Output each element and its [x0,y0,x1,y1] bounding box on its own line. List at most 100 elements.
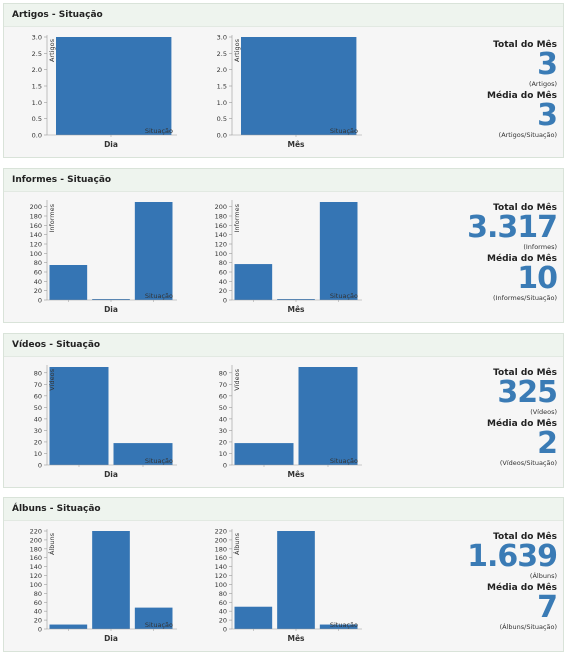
y-tick-label: 0 [38,462,42,470]
y-tick-label: 70 [219,381,227,389]
bar [49,265,88,300]
y-tick-label: 100 [215,250,227,258]
y-tick-label: 120 [30,572,42,580]
bar [319,624,358,629]
y-tick-label: 1.0 [217,99,227,107]
bar [234,606,273,629]
y-tick-label: 0.0 [217,132,227,140]
y-tick-label: 1.5 [32,83,42,91]
y-tick-label: 60 [219,392,227,400]
bar [92,531,130,629]
legend-label: Situação [330,621,358,629]
y-tick-label: 200 [30,203,42,211]
media-label: Média do Mês [487,91,557,101]
panel-title: Vídeos - Situação [4,334,563,357]
y-tick-label: 80 [34,590,42,598]
bar [134,202,173,300]
x-axis-label: Dia [104,634,118,643]
media-label: Média do Mês [487,583,557,593]
y-tick-label: 100 [30,250,42,258]
panel-videos: Vídeos - Situação 0 10 20 30 40 50 60 70 80 Vídeo… [3,333,564,488]
y-tick-label: 0.0 [32,132,42,140]
media-label: Média do Mês [487,254,557,264]
panel-artigos: Artigos - Situação 0.0 0.5 1.0 1.5 2.0 2.5 3.0… [3,3,564,158]
y-tick-label: 60 [219,599,227,607]
y-tick-label: 0 [223,462,227,470]
y-tick-label: 80 [219,369,227,377]
y-tick-label: 0 [223,626,227,634]
media-label: Média do Mês [487,419,557,429]
y-tick-label: 3.0 [217,34,227,42]
y-tick-label: 40 [34,278,42,286]
x-axis-label: Dia [104,470,118,479]
y-tick-label: 1.5 [217,83,227,91]
stats-albuns: Total do Mês 1.639 (Álbuns) Média do Mês… [417,521,558,631]
x-axis-label: Mês [287,634,305,643]
y-axis-label: Artigos [48,38,56,62]
legend-label: Situação [145,621,173,629]
y-tick-label: 60 [34,599,42,607]
y-tick-label: 40 [34,608,42,616]
y-axis-label: Vídeos [233,368,241,390]
y-tick-label: 40 [219,278,227,286]
total-unit: (Álbuns) [529,572,557,580]
media-unit: (Informes/Situação) [493,294,557,302]
y-tick-label: 20 [219,287,227,295]
y-tick-label: 20 [219,617,227,625]
y-tick-label: 2.5 [32,50,42,58]
y-tick-label: 180 [30,213,42,221]
y-tick-label: 40 [219,608,227,616]
panel-informes: Informes - Situação 0 20 40 60 80 100 120 140 16… [3,168,564,323]
y-tick-label: 0 [38,626,42,634]
y-axis-label: Informes [233,203,241,232]
y-tick-label: 160 [30,554,42,562]
y-tick-label: 20 [219,438,227,446]
y-tick-label: 30 [219,427,227,435]
y-axis-label: Álbuns [47,532,56,555]
stats-informes: Total do Mês 3.317 (Informes) Média do M… [417,192,558,302]
total-value: 1.639 [467,539,558,574]
y-tick-label: 100 [30,581,42,589]
y-tick-label: 20 [34,617,42,625]
y-tick-label: 20 [34,438,42,446]
x-axis-label: Dia [104,305,118,314]
media-unit: (Álbuns/Situação) [499,623,557,631]
media-value: 7 [537,590,558,625]
y-tick-label: 2.5 [217,50,227,58]
media-unit: (Vídeos/Situação) [499,459,557,467]
stats-artigos: Total do Mês 3 (Artigos) Média do Mês 3 … [417,27,558,139]
chart-videos-dia: 0 10 20 30 40 50 60 70 80 Vídeos Situação Dia [34,365,177,479]
y-tick-label: 200 [215,536,227,544]
bar [277,299,315,300]
chart-videos-mes: 0 10 20 30 40 50 60 70 80 Vídeos Situação Mês [219,365,362,479]
total-value: 3.317 [467,210,558,245]
total-label: Total do Mês [493,532,557,542]
y-tick-label: 160 [215,222,227,230]
y-tick-label: 80 [34,369,42,377]
legend-label: Situação [145,292,173,300]
total-value: 3 [537,47,558,82]
y-tick-label: 80 [219,590,227,598]
y-tick-label: 180 [30,545,42,553]
panel-title: Informes - Situação [4,169,563,192]
y-axis-label: Vídeos [48,368,56,390]
y-tick-label: 220 [30,528,42,536]
x-axis-label: Mês [287,305,305,314]
y-tick-label: 100 [215,581,227,589]
bar [234,264,273,300]
y-tick-label: 10 [34,450,42,458]
y-tick-label: 60 [34,269,42,277]
y-tick-label: 0.5 [32,115,42,123]
media-unit: (Artigos/Situação) [498,131,557,139]
bar [277,531,315,629]
y-tick-label: 50 [34,404,42,412]
y-tick-label: 30 [34,427,42,435]
y-tick-label: 10 [219,450,227,458]
bar [298,367,358,465]
y-tick-label: 140 [215,231,227,239]
y-tick-label: 0 [223,297,227,305]
panel-title: Artigos - Situação [4,4,563,27]
y-tick-label: 40 [219,415,227,423]
